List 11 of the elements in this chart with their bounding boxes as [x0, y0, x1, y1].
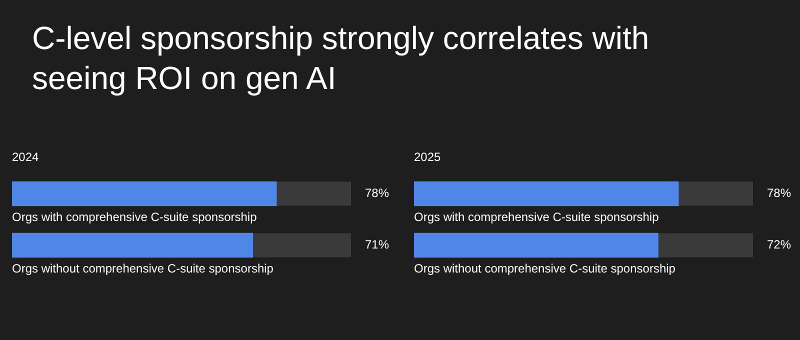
data-label: 78%	[364, 186, 390, 200]
data-label: 78%	[766, 186, 792, 200]
category-label: Orgs with comprehensive C-suite sponsorship	[12, 210, 257, 224]
chart-title: 2024	[12, 150, 40, 166]
text: C-level sponsorship strongly correlates with seeing ROI on gen AI	[32, 19, 650, 98]
category-label: Orgs without comprehensive C-suite sponsorship	[414, 262, 676, 276]
data-label: 72%	[766, 238, 792, 252]
chart-title: 2025	[414, 150, 442, 166]
data-label: 71%	[364, 238, 390, 252]
category-label: Orgs without comprehensive C-suite sponsorship	[12, 262, 274, 276]
category-label: Orgs with comprehensive C-suite sponsorship	[414, 210, 659, 224]
